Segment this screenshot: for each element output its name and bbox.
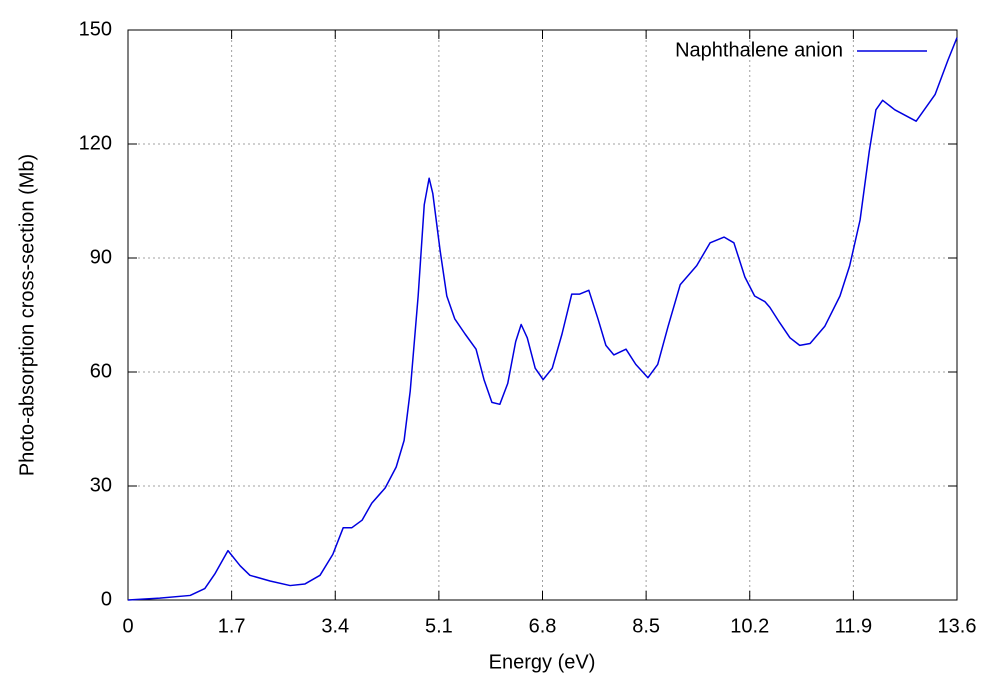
x-tick-label: 6.8 [529,615,557,637]
x-tick-label: 1.7 [218,615,246,637]
x-tick-label: 8.5 [632,615,660,637]
y-tick-label: 0 [101,588,112,610]
y-tick-label: 60 [90,360,112,382]
plot-frame [127,29,958,601]
x-tick-label: 0 [122,615,133,637]
y-tick-label: 30 [90,474,112,496]
x-tick-label: 10.2 [730,615,769,637]
y-axis-label: Photo-absorption cross-section (Mb) [16,154,38,476]
y-tick-label: 150 [79,18,112,40]
x-tick-label: 11.9 [835,615,872,637]
x-axis-label: Energy (eV) [489,651,596,673]
x-tick-label: 5.1 [425,615,453,637]
x-tick-label: 3.4 [321,615,349,637]
data-line [127,37,958,601]
legend-label: Naphthalene anion [675,39,843,61]
y-tick-label: 120 [79,132,112,154]
y-tick-label: 90 [90,246,112,268]
x-tick-label: 13.6 [938,615,977,637]
